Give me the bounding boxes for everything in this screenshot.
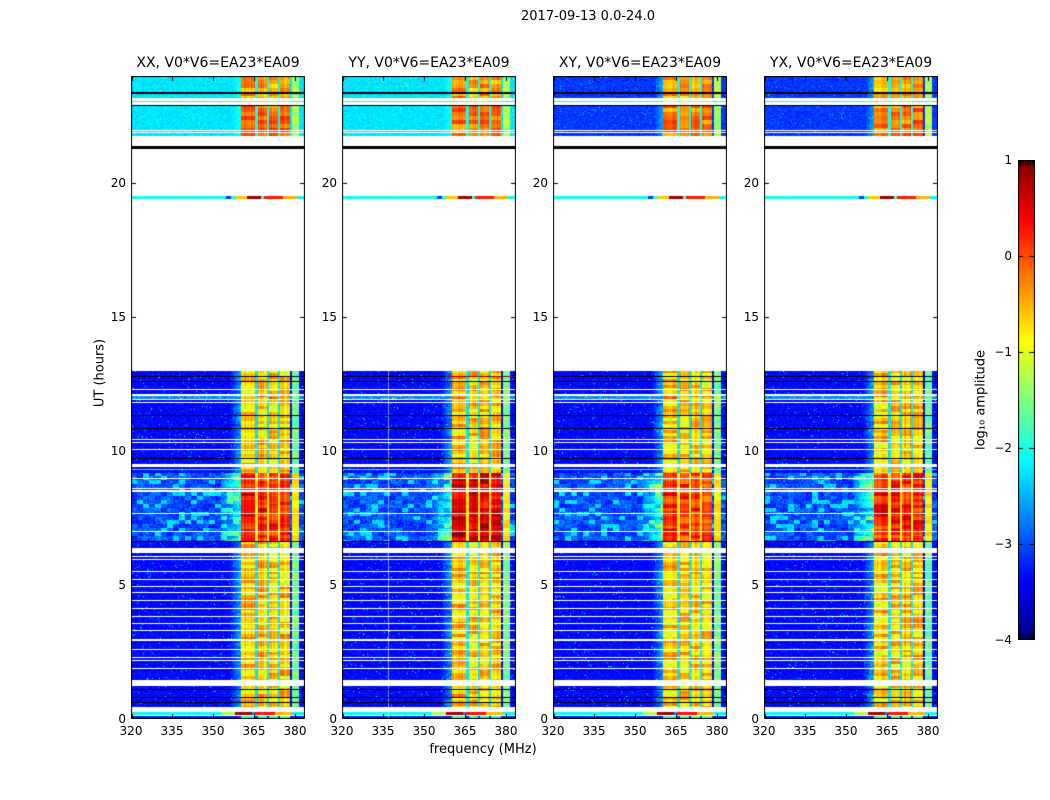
panel-title-xy: XY, V0*V6=EA23*EA09 [558, 55, 722, 71]
colorbar-tick-label: −3 [994, 537, 1012, 551]
x-tick-label: 335 [582, 724, 606, 738]
y-tick-label: 10 [743, 444, 759, 458]
x-tick-label: 380 [705, 724, 729, 738]
y-tick-label: 20 [321, 176, 337, 190]
y-tick-label: 10 [110, 444, 126, 458]
x-tick-label: 320 [541, 724, 565, 738]
y-tick-label: 5 [540, 578, 548, 592]
colorbar-tick-label: −4 [994, 633, 1012, 647]
panel-title-yx: YX, V0*V6=EA23*EA09 [769, 55, 933, 71]
figure-title: 2017-09-13 0.0-24.0 [521, 9, 655, 24]
y-tick-label: 5 [751, 578, 759, 592]
y-tick-label: 0 [329, 712, 337, 726]
y-tick-label: 15 [743, 310, 759, 324]
x-axis-label: frequency (MHz) [429, 742, 537, 757]
y-axis-label: UT (hours) [92, 338, 108, 408]
colorbar-tick-label: 1 [1004, 153, 1012, 167]
x-tick-label: 320 [752, 724, 776, 738]
colorbar [1018, 160, 1035, 640]
x-tick-label: 350 [834, 724, 858, 738]
spectrogram-yy [342, 76, 516, 719]
y-tick-label: 0 [540, 712, 548, 726]
colorbar-tick-label: −2 [994, 441, 1012, 455]
y-tick-label: 15 [532, 310, 548, 324]
y-tick-label: 0 [118, 712, 126, 726]
x-tick-label: 320 [119, 724, 143, 738]
y-tick-label: 5 [118, 578, 126, 592]
y-tick-label: 20 [743, 176, 759, 190]
y-tick-label: 20 [110, 176, 126, 190]
x-tick-label: 335 [793, 724, 817, 738]
y-tick-label: 15 [110, 310, 126, 324]
panel-title-yy: YY, V0*V6=EA23*EA09 [348, 55, 510, 71]
x-tick-label: 365 [453, 724, 477, 738]
panel-title-xx: XX, V0*V6=EA23*EA09 [136, 55, 300, 71]
colorbar-tick-label: 0 [1004, 249, 1012, 263]
x-tick-label: 365 [242, 724, 266, 738]
x-tick-label: 335 [371, 724, 395, 738]
spectrogram-xx [131, 76, 305, 719]
x-tick-label: 380 [494, 724, 518, 738]
y-tick-label: 10 [532, 444, 548, 458]
colorbar-tick-label: −1 [994, 345, 1012, 359]
x-tick-label: 380 [283, 724, 307, 738]
x-tick-label: 350 [201, 724, 225, 738]
y-tick-label: 5 [329, 578, 337, 592]
x-tick-label: 365 [664, 724, 688, 738]
spectrogram-xy [553, 76, 727, 719]
x-tick-label: 350 [412, 724, 436, 738]
x-tick-label: 380 [916, 724, 940, 738]
y-tick-label: 0 [751, 712, 759, 726]
colorbar-label: log₁₀ amplitude [973, 349, 989, 451]
spectrogram-yx [764, 76, 938, 719]
y-tick-label: 15 [321, 310, 337, 324]
x-tick-label: 335 [160, 724, 184, 738]
y-tick-label: 10 [321, 444, 337, 458]
x-tick-label: 350 [623, 724, 647, 738]
y-tick-label: 20 [532, 176, 548, 190]
x-tick-label: 320 [330, 724, 354, 738]
x-tick-label: 365 [875, 724, 899, 738]
